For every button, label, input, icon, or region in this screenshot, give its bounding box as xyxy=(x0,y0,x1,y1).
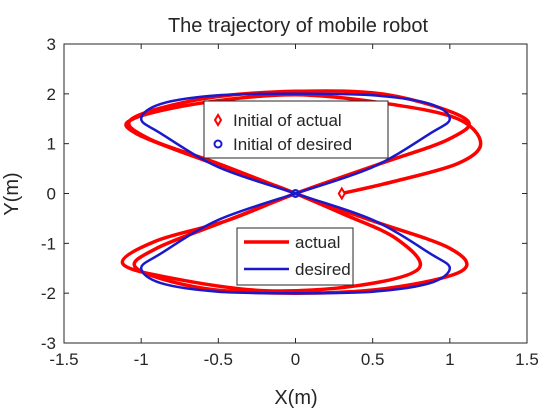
y-tick-label: -2 xyxy=(41,284,56,303)
marker-legend-box xyxy=(203,100,389,159)
legend-diamond-icon xyxy=(213,113,223,127)
y-ticks: -3 -2 -1 0 1 2 3 xyxy=(41,35,527,353)
legend-entry-actual: actual xyxy=(295,233,340,252)
y-tick-label: 3 xyxy=(47,35,56,54)
x-tick-label: -1 xyxy=(134,350,149,369)
x-tick-label: 1 xyxy=(445,350,454,369)
x-tick-label: -0.5 xyxy=(204,350,233,369)
x-tick-label: 0.5 xyxy=(361,350,385,369)
y-tick-label: 2 xyxy=(47,85,56,104)
legend-entry-initial-desired: Initial of desired xyxy=(233,135,352,154)
y-tick-label: -3 xyxy=(41,334,56,353)
x-tick-label: -1.5 xyxy=(49,350,78,369)
y-tick-label: -1 xyxy=(41,234,56,253)
legend-entry-initial-actual: Initial of actual xyxy=(233,111,342,130)
series-desired-line xyxy=(139,92,452,295)
series-legend: actual desired xyxy=(236,227,354,286)
marker-legend: Initial of actual Initial of desired xyxy=(203,100,389,159)
legend-circle-icon xyxy=(213,139,223,149)
x-tick-label: 0 xyxy=(291,350,300,369)
series-legend-box xyxy=(236,227,354,286)
initial-actual-marker xyxy=(337,186,346,201)
initial-markers xyxy=(291,186,346,201)
y-tick-label: 1 xyxy=(47,135,56,154)
legend-entry-desired: desired xyxy=(295,260,351,279)
y-tick-label: 0 xyxy=(47,185,56,204)
x-tick-label: 1.5 xyxy=(515,350,539,369)
x-ticks: -1.5 -1 -0.5 0 0.5 1 1.5 xyxy=(49,44,539,369)
series-lines xyxy=(120,89,483,295)
x-axis-label: X(m) xyxy=(274,387,317,409)
series-actual-line xyxy=(120,89,483,295)
chart-title: The trajectory of mobile robot xyxy=(168,15,429,37)
initial-desired-marker xyxy=(291,189,300,198)
y-axis-label: Y(m) xyxy=(1,172,23,215)
